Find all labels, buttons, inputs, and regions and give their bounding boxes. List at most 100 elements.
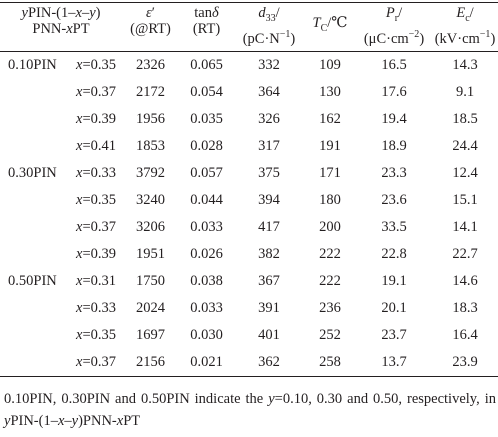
group-cell: [0, 348, 66, 377]
top-rule: [0, 2, 498, 3]
loss-cell: 0.033: [190, 299, 223, 316]
table-row: x=0.37 2172 0.054 364 130 17.6 9.1: [0, 79, 498, 106]
ec-cell: 24.4: [452, 137, 478, 154]
properties-table: yPIN-(1–x–y) PNN-xPT ε′ (@RT) tanδ (RT) …: [0, 2, 498, 377]
header-composition-line2: PNN-xPT: [32, 21, 90, 37]
permittivity-cell: 1956: [136, 110, 165, 127]
d33-cell: 401: [258, 326, 280, 343]
pr-cell: 19.1: [381, 272, 407, 289]
table-footnote: 0.10PIN, 0.30PIN and 0.50PIN indicate th…: [4, 391, 496, 429]
header-tc: TC/℃: [304, 2, 356, 52]
pr-cell: 20.1: [381, 299, 407, 316]
group-cell: [0, 106, 66, 133]
loss-cell: 0.044: [190, 191, 223, 208]
pr-cell: 23.3: [381, 164, 407, 181]
table-row: x=0.41 1853 0.028 317 191 18.9 24.4: [0, 133, 498, 160]
group-cell: 0.50PIN: [8, 272, 57, 289]
pr-cell: 23.7: [381, 326, 407, 343]
permittivity-cell: 2024: [136, 299, 165, 316]
x-cell: x=0.33: [76, 299, 116, 316]
header-row: yPIN-(1–x–y) PNN-xPT ε′ (@RT) tanδ (RT) …: [0, 2, 498, 52]
tc-cell: 236: [319, 299, 341, 316]
pr-cell: 16.5: [381, 56, 407, 73]
tc-cell: 109: [319, 56, 341, 73]
pr-cell: 18.9: [381, 137, 407, 154]
tc-cell: 191: [319, 137, 341, 154]
x-cell: x=0.37: [66, 348, 122, 377]
group-cell: 0.30PIN: [8, 164, 57, 181]
d33-cell: 394: [258, 191, 280, 208]
permittivity-cell: 3240: [136, 191, 165, 208]
d33-cell: 375: [258, 164, 280, 181]
ec-cell: 9.1: [455, 83, 475, 100]
loss-cell: 0.038: [190, 272, 223, 289]
header-permittivity: ε′ (@RT): [122, 2, 179, 52]
table-row: x=0.37 3206 0.033 417 200 33.5 14.1: [0, 214, 498, 241]
x-cell: x=0.33: [76, 164, 116, 181]
tc-cell: 258: [304, 348, 356, 377]
permittivity-cell: 1951: [136, 245, 165, 262]
table-row: 0.10PIN x=0.35 2326 0.065 332 109 16.5 14.3: [0, 51, 498, 79]
d33-cell: 367: [258, 272, 280, 289]
permittivity-cell: 1697: [136, 326, 165, 343]
permittivity-cell: 2326: [136, 56, 165, 73]
loss-cell: 0.030: [190, 326, 223, 343]
d33-cell: 326: [258, 110, 280, 127]
table-body: 0.10PIN x=0.35 2326 0.065 332 109 16.5 14.3 x=0.…: [0, 51, 498, 377]
ec-cell: 12.4: [452, 164, 478, 181]
loss-cell: 0.035: [190, 110, 223, 127]
pr-cell: 22.8: [381, 245, 407, 262]
pr-cell: 17.6: [381, 83, 407, 100]
tc-cell: 222: [319, 272, 341, 289]
ec-cell: 15.1: [452, 191, 478, 208]
ec-cell: 18.5: [452, 110, 478, 127]
x-cell: x=0.35: [76, 326, 116, 343]
ec-cell: 14.6: [452, 272, 478, 289]
x-cell: x=0.31: [76, 272, 116, 289]
group-cell: [0, 187, 66, 214]
d33-cell: 382: [258, 245, 280, 262]
header-composition-line1: yPIN-(1–x–y): [21, 5, 101, 21]
d33-cell: 364: [258, 83, 280, 100]
table-row: x=0.39 1951 0.026 382 222 22.8 22.7: [0, 241, 498, 268]
tc-cell: 171: [319, 164, 341, 181]
loss-cell: 0.065: [190, 56, 223, 73]
loss-cell: 0.026: [190, 245, 223, 262]
x-cell: x=0.37: [76, 83, 116, 100]
d33-cell: 417: [258, 218, 280, 235]
header-composition: yPIN-(1–x–y) PNN-xPT: [0, 2, 122, 52]
group-cell: [0, 295, 66, 322]
tc-cell: 180: [319, 191, 341, 208]
loss-cell: 0.054: [190, 83, 223, 100]
header-loss: tanδ (RT): [179, 2, 234, 52]
table-row: 0.30PIN x=0.33 3792 0.057 375 171 23.3 12.4: [0, 160, 498, 187]
table-row: x=0.37 2156 0.021 362 258 13.7 23.9: [0, 348, 498, 377]
x-cell: x=0.37: [76, 218, 116, 235]
header-d33: d33/ (pC·N−1): [234, 2, 304, 52]
tc-cell: 200: [319, 218, 341, 235]
ec-cell: 16.4: [452, 326, 478, 343]
d33-cell: 317: [258, 137, 280, 154]
permittivity-cell: 2156: [122, 348, 179, 377]
ec-cell: 18.3: [452, 299, 478, 316]
ec-cell: 22.7: [452, 245, 478, 262]
tc-cell: 162: [319, 110, 341, 127]
permittivity-cell: 1853: [136, 137, 165, 154]
group-cell: [0, 133, 66, 160]
pr-cell: 13.7: [356, 348, 432, 377]
d33-cell: 362: [234, 348, 304, 377]
loss-cell: 0.021: [179, 348, 234, 377]
ec-cell: 23.9: [432, 348, 498, 377]
ec-cell: 14.1: [452, 218, 478, 235]
group-cell: 0.10PIN: [8, 56, 57, 73]
group-cell: [0, 79, 66, 106]
loss-cell: 0.057: [190, 164, 223, 181]
loss-cell: 0.028: [190, 137, 223, 154]
header-pr: Pr/ (μC·cm−2): [356, 2, 432, 52]
permittivity-cell: 3206: [136, 218, 165, 235]
x-cell: x=0.35: [76, 56, 116, 73]
pr-cell: 33.5: [381, 218, 407, 235]
tc-cell: 130: [319, 83, 341, 100]
permittivity-cell: 3792: [136, 164, 165, 181]
